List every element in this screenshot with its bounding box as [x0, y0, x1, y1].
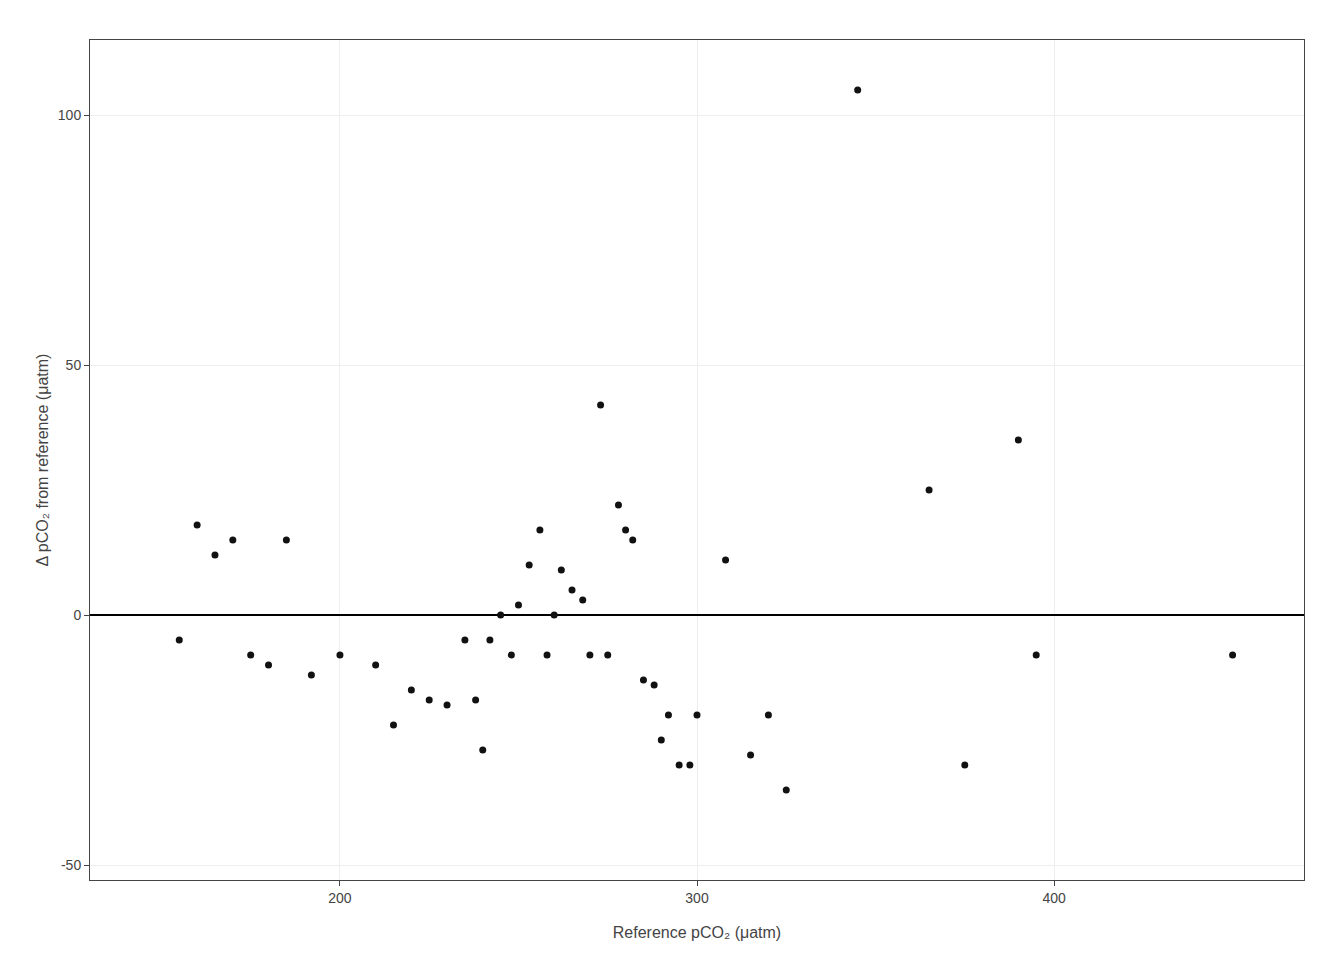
svg-text:Reference pCO₂ (μatm): Reference pCO₂ (μatm)	[613, 924, 781, 941]
svg-text:200: 200	[328, 890, 352, 906]
svg-text:50: 50	[66, 357, 82, 373]
svg-text:400: 400	[1042, 890, 1066, 906]
svg-text:-50: -50	[61, 857, 81, 873]
svg-text:0: 0	[73, 607, 81, 623]
svg-text:300: 300	[685, 890, 709, 906]
svg-text:Δ pCO₂ from reference (μatm): Δ pCO₂ from reference (μatm)	[34, 354, 51, 567]
svg-text:100: 100	[58, 107, 82, 123]
